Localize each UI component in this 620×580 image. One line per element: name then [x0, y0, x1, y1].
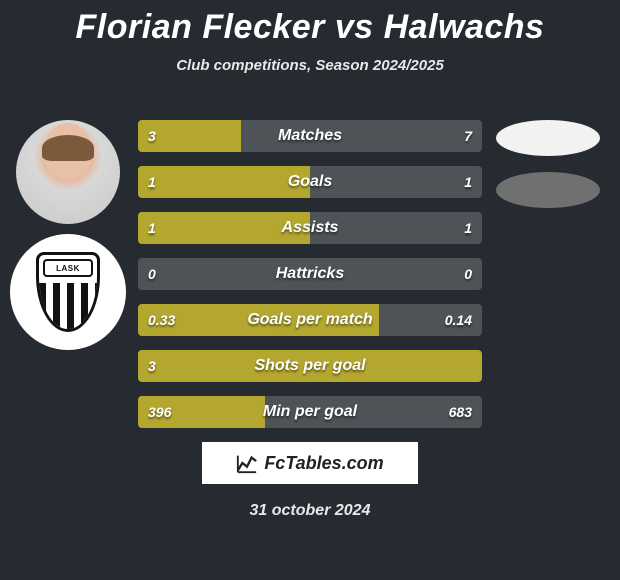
stat-bars-container: 37Matches 11Goals 11Assists 00Hattricks 0.33…: [138, 120, 482, 442]
fctables-logo-text: FcTables.com: [264, 453, 383, 474]
stat-bar-label: Shots per goal: [138, 350, 482, 382]
comparison-title: Florian Flecker vs Halwachs: [0, 0, 620, 47]
stat-bar-row: 0.330.14Goals per match: [138, 304, 482, 336]
fctables-logo-icon: [236, 452, 258, 474]
stat-bar-row: 396683Min per goal: [138, 396, 482, 428]
stat-bar-label: Min per goal: [138, 396, 482, 428]
comparison-subtitle: Club competitions, Season 2024/2025: [0, 57, 620, 74]
club-shield-text: LASK: [43, 259, 93, 277]
player1-column: LASK: [8, 120, 128, 350]
player2-column: [492, 120, 604, 224]
stat-bar-label: Hattricks: [138, 258, 482, 290]
player2-marker-1: [496, 120, 600, 156]
stat-bar-row: 37Matches: [138, 120, 482, 152]
stat-bar-label: Matches: [138, 120, 482, 152]
player1-avatar: [16, 120, 120, 224]
player1-club-badge: LASK: [10, 234, 126, 350]
stat-bar-row: 11Goals: [138, 166, 482, 198]
club-shield-stripes: [39, 283, 97, 329]
club-shield-icon: LASK: [36, 252, 100, 332]
stat-bar-row: 11Assists: [138, 212, 482, 244]
stat-bar-label: Assists: [138, 212, 482, 244]
stat-bar-label: Goals: [138, 166, 482, 198]
stat-bar-row: 3Shots per goal: [138, 350, 482, 382]
stat-bar-label: Goals per match: [138, 304, 482, 336]
comparison-date: 31 october 2024: [0, 502, 620, 520]
stat-bar-row: 00Hattricks: [138, 258, 482, 290]
fctables-logo-box: FcTables.com: [202, 442, 418, 484]
player2-marker-2: [496, 172, 600, 208]
